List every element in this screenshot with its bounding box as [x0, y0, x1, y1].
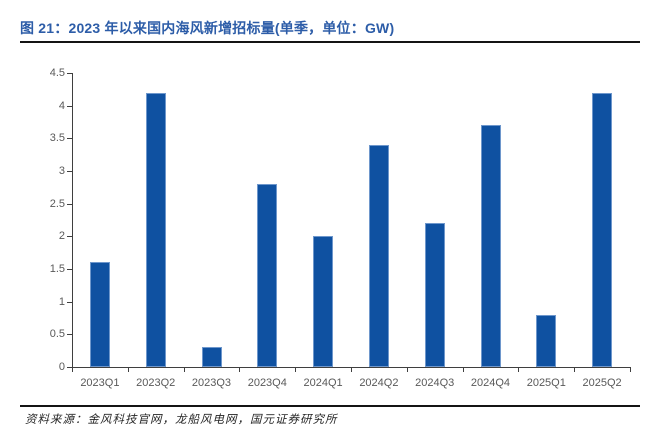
- x-tick-mark: [127, 367, 129, 372]
- x-tick-mark: [295, 367, 297, 372]
- bar: [145, 92, 166, 367]
- y-axis-tick-label: 2.5: [49, 197, 65, 210]
- y-tick-mark: [67, 269, 72, 270]
- bar: [480, 125, 501, 367]
- footer-divider: [20, 405, 640, 407]
- bar: [536, 314, 557, 367]
- x-tick-mark: [518, 367, 520, 372]
- x-tick-mark: [574, 367, 576, 372]
- x-axis-tick-label: 2024Q3: [415, 377, 455, 389]
- bar: [313, 236, 334, 367]
- y-tick-mark: [67, 73, 72, 74]
- x-axis-tick-label: 2023Q4: [247, 377, 287, 389]
- x-axis-tick-label: 2023Q1: [80, 377, 120, 389]
- bar: [368, 144, 389, 367]
- y-axis-tick-label: 0.5: [49, 328, 65, 341]
- y-axis-tick-label: 0: [58, 361, 65, 373]
- x-axis-tick-label: 2024Q1: [303, 377, 343, 389]
- bar: [592, 92, 613, 367]
- y-axis-tick-label: 4: [58, 99, 65, 112]
- x-tick-mark: [351, 367, 352, 372]
- x-tick-mark: [406, 367, 408, 372]
- y-tick-mark: [67, 367, 72, 368]
- y-axis-tick-label: 1: [58, 295, 65, 308]
- x-tick-mark: [462, 367, 464, 372]
- y-axis-tick-label: 3: [58, 165, 65, 177]
- y-axis-tick-label: 1.5: [49, 263, 65, 275]
- x-axis-tick-label: 2023Q2: [136, 377, 176, 389]
- y-axis-tick-label: 3.5: [49, 132, 65, 145]
- y-axis-line: [72, 73, 73, 368]
- y-tick-mark: [67, 105, 72, 107]
- x-axis-tick-label: 2025Q1: [526, 377, 566, 389]
- x-tick-mark: [72, 367, 73, 372]
- y-tick-mark: [67, 203, 72, 205]
- bar: [424, 223, 445, 367]
- y-tick-mark: [67, 171, 72, 172]
- source-note: 资料来源：金风科技官网，龙船风电网，国元证券研究所: [25, 412, 338, 426]
- x-tick-mark: [183, 367, 185, 372]
- y-axis-tick-label: 2: [58, 230, 65, 243]
- title-underline: [20, 41, 640, 43]
- y-axis-tick-label: 4.5: [49, 67, 65, 79]
- y-tick-mark: [67, 236, 72, 238]
- figure-title: 图 21：2023 年以来国内海风新增招标量(单季，单位：GW): [20, 20, 395, 36]
- bar: [257, 184, 278, 367]
- x-tick-mark: [630, 367, 631, 372]
- bar: [201, 347, 222, 367]
- y-tick-mark: [67, 138, 72, 140]
- bar: [89, 262, 110, 367]
- y-tick-mark: [67, 301, 72, 303]
- x-axis-tick-label: 2024Q2: [359, 377, 399, 389]
- x-tick-mark: [239, 367, 241, 372]
- y-tick-mark: [67, 334, 72, 336]
- x-axis-tick-label: 2023Q3: [191, 377, 232, 389]
- x-axis-tick-label: 2024Q4: [470, 377, 511, 389]
- x-axis-tick-label: 2025Q2: [582, 377, 622, 389]
